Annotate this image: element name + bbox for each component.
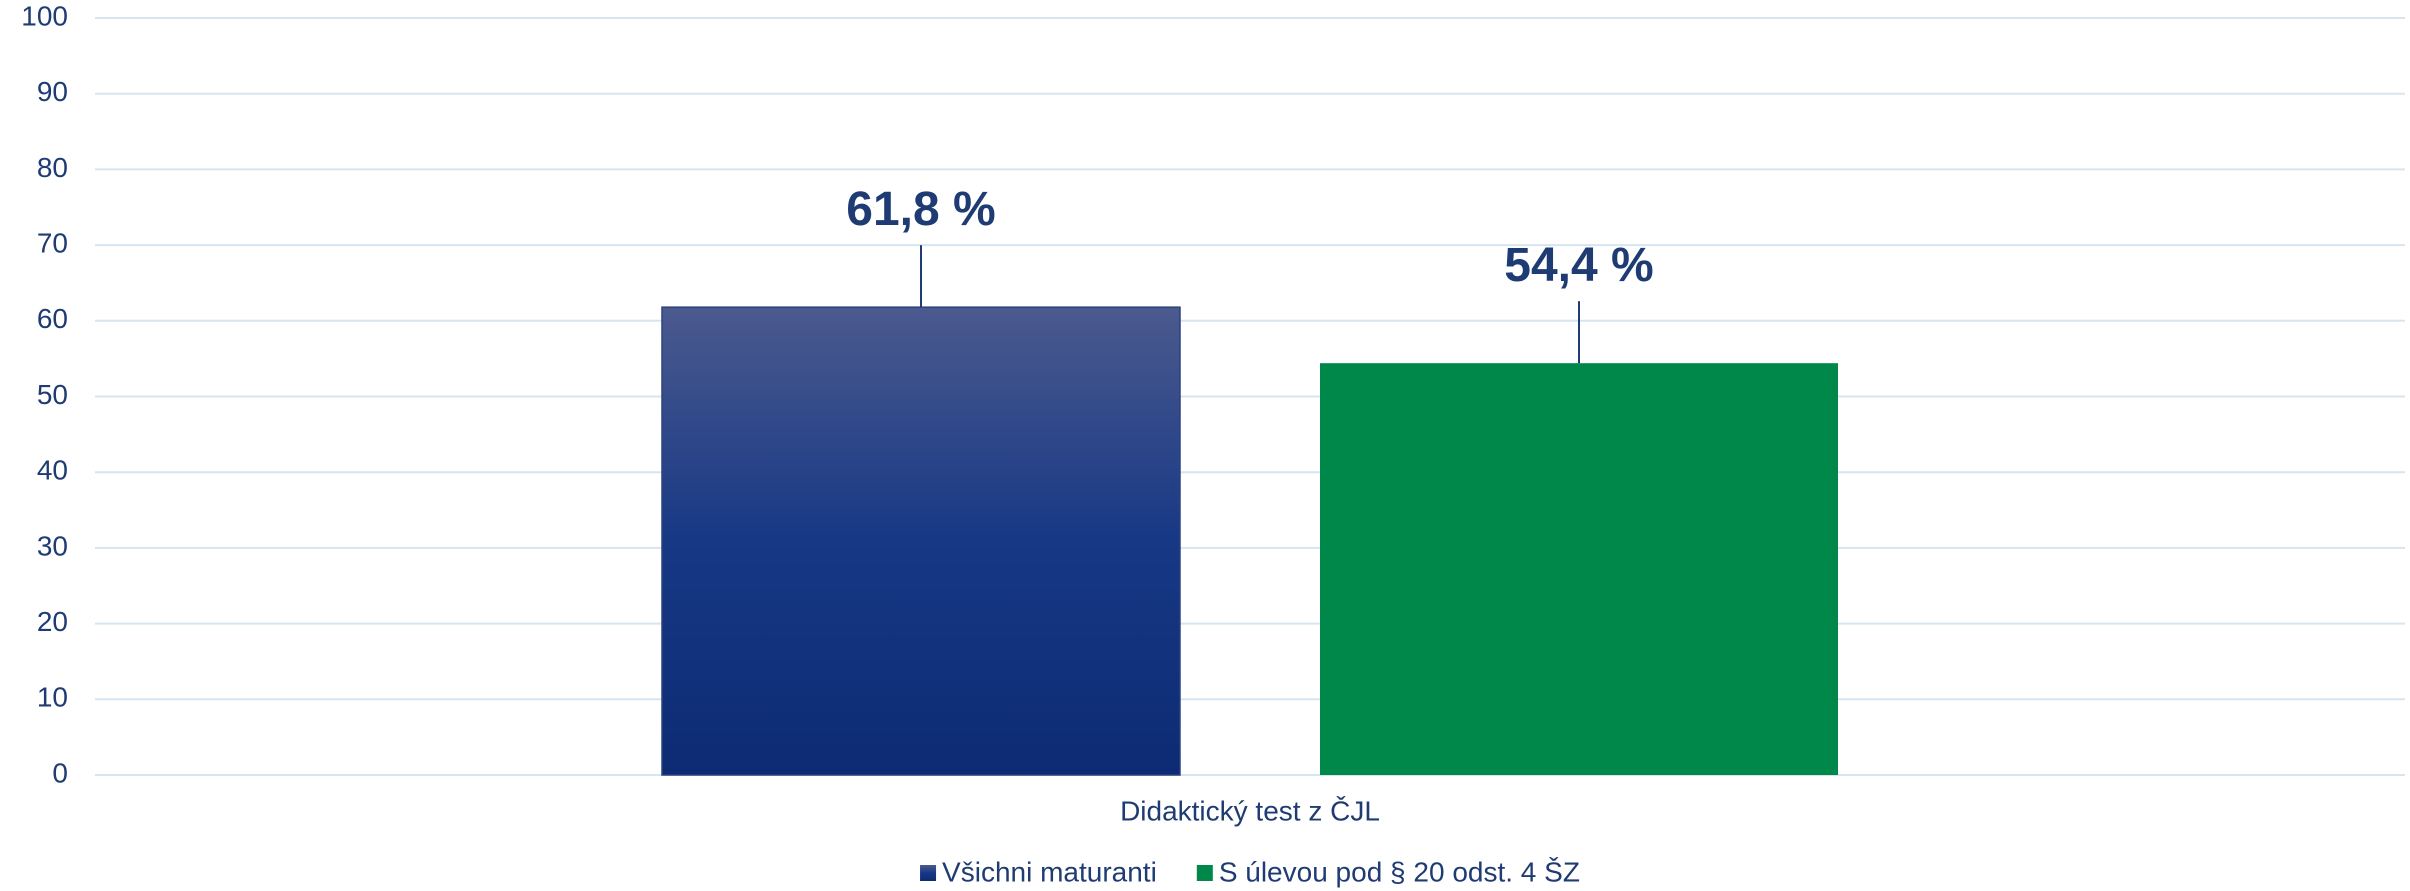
y-tick-label: 80 xyxy=(37,152,68,183)
bar xyxy=(1320,363,1838,775)
data-label: 61,8 % xyxy=(846,183,995,236)
y-tick-label: 90 xyxy=(37,76,68,107)
x-tick-label: Didaktický test z ČJL xyxy=(1120,795,1380,826)
y-tick-label: 40 xyxy=(37,455,68,486)
legend-swatch xyxy=(1196,865,1213,881)
y-tick-label: 20 xyxy=(37,606,68,637)
data-label: 54,4 % xyxy=(1504,239,1653,292)
y-tick-label: 50 xyxy=(37,379,68,410)
y-tick-label: 100 xyxy=(21,0,68,31)
y-tick-label: 0 xyxy=(52,757,68,788)
legend-label: S úlevou pod § 20 odst. 4 ŠZ xyxy=(1219,856,1580,887)
y-tick-label: 70 xyxy=(37,227,68,258)
y-tick-label: 10 xyxy=(37,682,68,713)
y-tick-label: 30 xyxy=(37,530,68,561)
legend-label: Všichni maturanti xyxy=(942,856,1157,887)
y-tick-label: 60 xyxy=(37,303,68,334)
bar xyxy=(661,306,1181,776)
legend-swatch xyxy=(920,865,937,881)
